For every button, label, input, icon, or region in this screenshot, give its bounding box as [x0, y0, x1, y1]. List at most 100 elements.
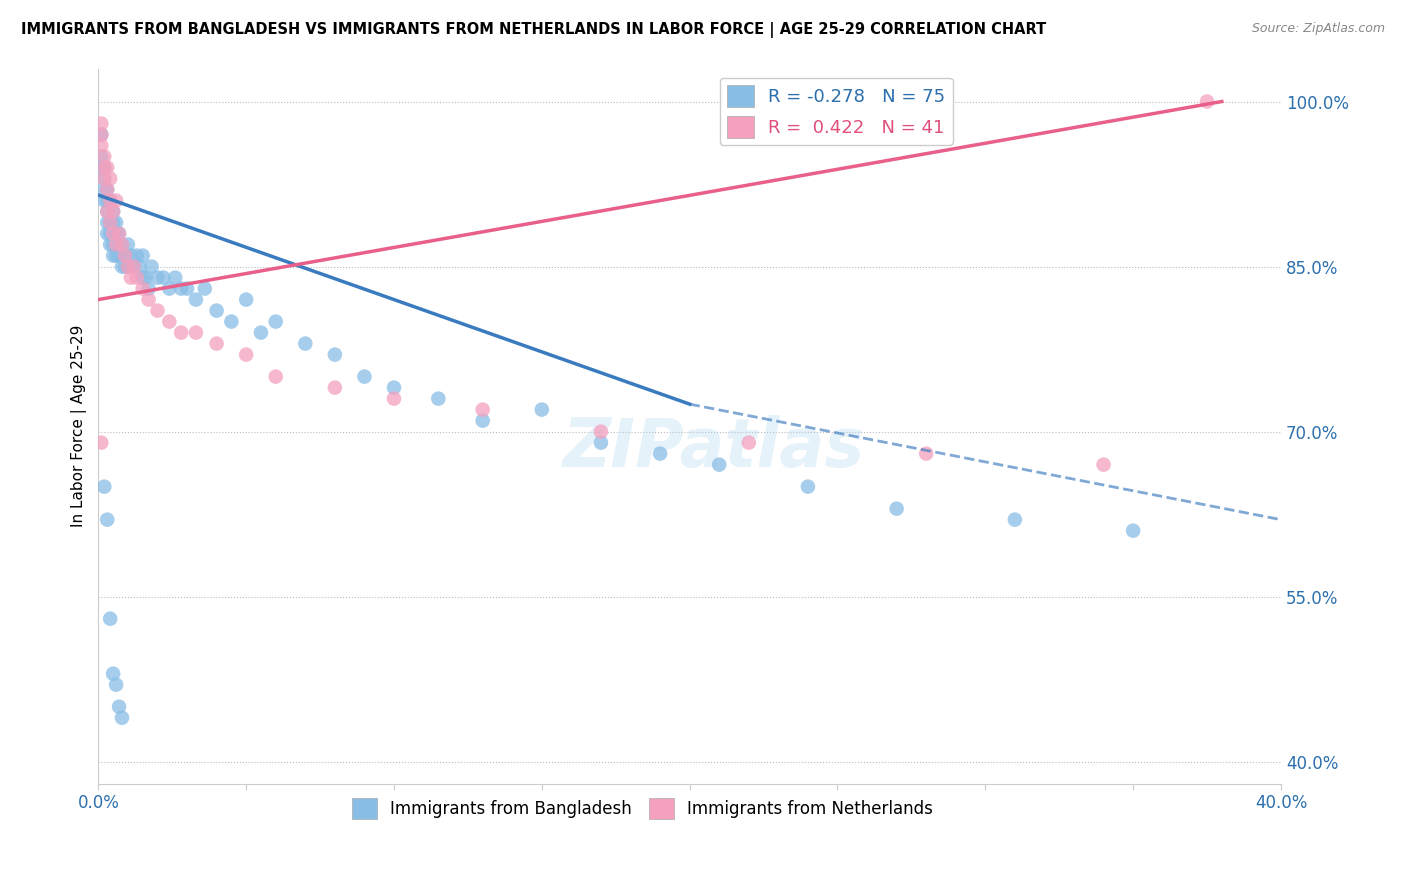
Point — [128, 260, 150, 274]
Point — [90, 161, 112, 175]
Point — [530, 402, 553, 417]
Point — [1195, 95, 1218, 109]
Point — [108, 699, 131, 714]
Point — [205, 303, 228, 318]
Point — [138, 293, 160, 307]
Point — [264, 369, 287, 384]
Point — [105, 216, 128, 230]
Point — [221, 315, 243, 329]
Point — [125, 270, 148, 285]
Point — [101, 249, 124, 263]
Point — [108, 227, 131, 241]
Point — [235, 293, 257, 307]
Text: IMMIGRANTS FROM BANGLADESH VS IMMIGRANTS FROM NETHERLANDS IN LABOR FORCE | AGE 2: IMMIGRANTS FROM BANGLADESH VS IMMIGRANTS… — [21, 22, 1046, 38]
Text: ZIPatlas: ZIPatlas — [562, 415, 865, 481]
Legend: Immigrants from Bangladesh, Immigrants from Netherlands: Immigrants from Bangladesh, Immigrants f… — [346, 792, 939, 825]
Point — [93, 183, 115, 197]
Point — [98, 612, 121, 626]
Point — [96, 513, 118, 527]
Point — [101, 204, 124, 219]
Point — [105, 227, 128, 241]
Point — [915, 447, 938, 461]
Point — [165, 270, 187, 285]
Point — [205, 336, 228, 351]
Point — [98, 194, 121, 208]
Point — [96, 161, 118, 175]
Point — [120, 249, 142, 263]
Point — [146, 270, 169, 285]
Point — [117, 260, 139, 274]
Point — [184, 293, 207, 307]
Point — [122, 260, 145, 274]
Point — [114, 249, 136, 263]
Point — [323, 381, 346, 395]
Y-axis label: In Labor Force | Age 25-29: In Labor Force | Age 25-29 — [72, 325, 87, 527]
Point — [235, 348, 257, 362]
Point — [176, 282, 198, 296]
Point — [111, 260, 134, 274]
Point — [170, 282, 193, 296]
Point — [90, 138, 112, 153]
Text: Source: ZipAtlas.com: Source: ZipAtlas.com — [1251, 22, 1385, 36]
Point — [589, 435, 612, 450]
Point — [101, 204, 124, 219]
Point — [108, 227, 131, 241]
Point — [152, 270, 174, 285]
Point — [170, 326, 193, 340]
Point — [382, 392, 405, 406]
Point — [105, 237, 128, 252]
Point — [141, 260, 163, 274]
Point — [471, 414, 494, 428]
Point — [648, 447, 671, 461]
Point — [797, 480, 820, 494]
Point — [264, 315, 287, 329]
Point — [382, 381, 405, 395]
Point — [98, 216, 121, 230]
Point — [96, 183, 118, 197]
Point — [96, 204, 118, 219]
Point — [111, 237, 134, 252]
Point — [157, 315, 180, 329]
Point — [1122, 524, 1144, 538]
Point — [93, 480, 115, 494]
Point — [117, 260, 139, 274]
Point — [93, 171, 115, 186]
Point — [250, 326, 273, 340]
Point — [93, 161, 115, 175]
Point — [96, 216, 118, 230]
Point — [135, 270, 157, 285]
Point — [93, 194, 115, 208]
Point — [427, 392, 450, 406]
Point — [122, 260, 145, 274]
Point — [90, 128, 112, 142]
Point — [90, 150, 112, 164]
Point — [125, 249, 148, 263]
Point — [96, 183, 118, 197]
Point — [146, 303, 169, 318]
Point — [93, 150, 115, 164]
Point — [886, 501, 908, 516]
Point — [131, 270, 153, 285]
Point — [1092, 458, 1115, 472]
Point — [90, 128, 112, 142]
Point — [105, 194, 128, 208]
Point — [101, 227, 124, 241]
Point — [131, 282, 153, 296]
Point — [93, 161, 115, 175]
Point — [120, 270, 142, 285]
Point — [589, 425, 612, 439]
Point — [96, 227, 118, 241]
Point — [90, 116, 112, 130]
Point — [709, 458, 731, 472]
Point — [114, 249, 136, 263]
Point — [184, 326, 207, 340]
Point — [111, 711, 134, 725]
Point — [90, 435, 112, 450]
Point — [101, 237, 124, 252]
Point — [117, 237, 139, 252]
Point — [93, 171, 115, 186]
Point — [194, 282, 217, 296]
Point — [96, 194, 118, 208]
Point — [111, 237, 134, 252]
Point — [105, 249, 128, 263]
